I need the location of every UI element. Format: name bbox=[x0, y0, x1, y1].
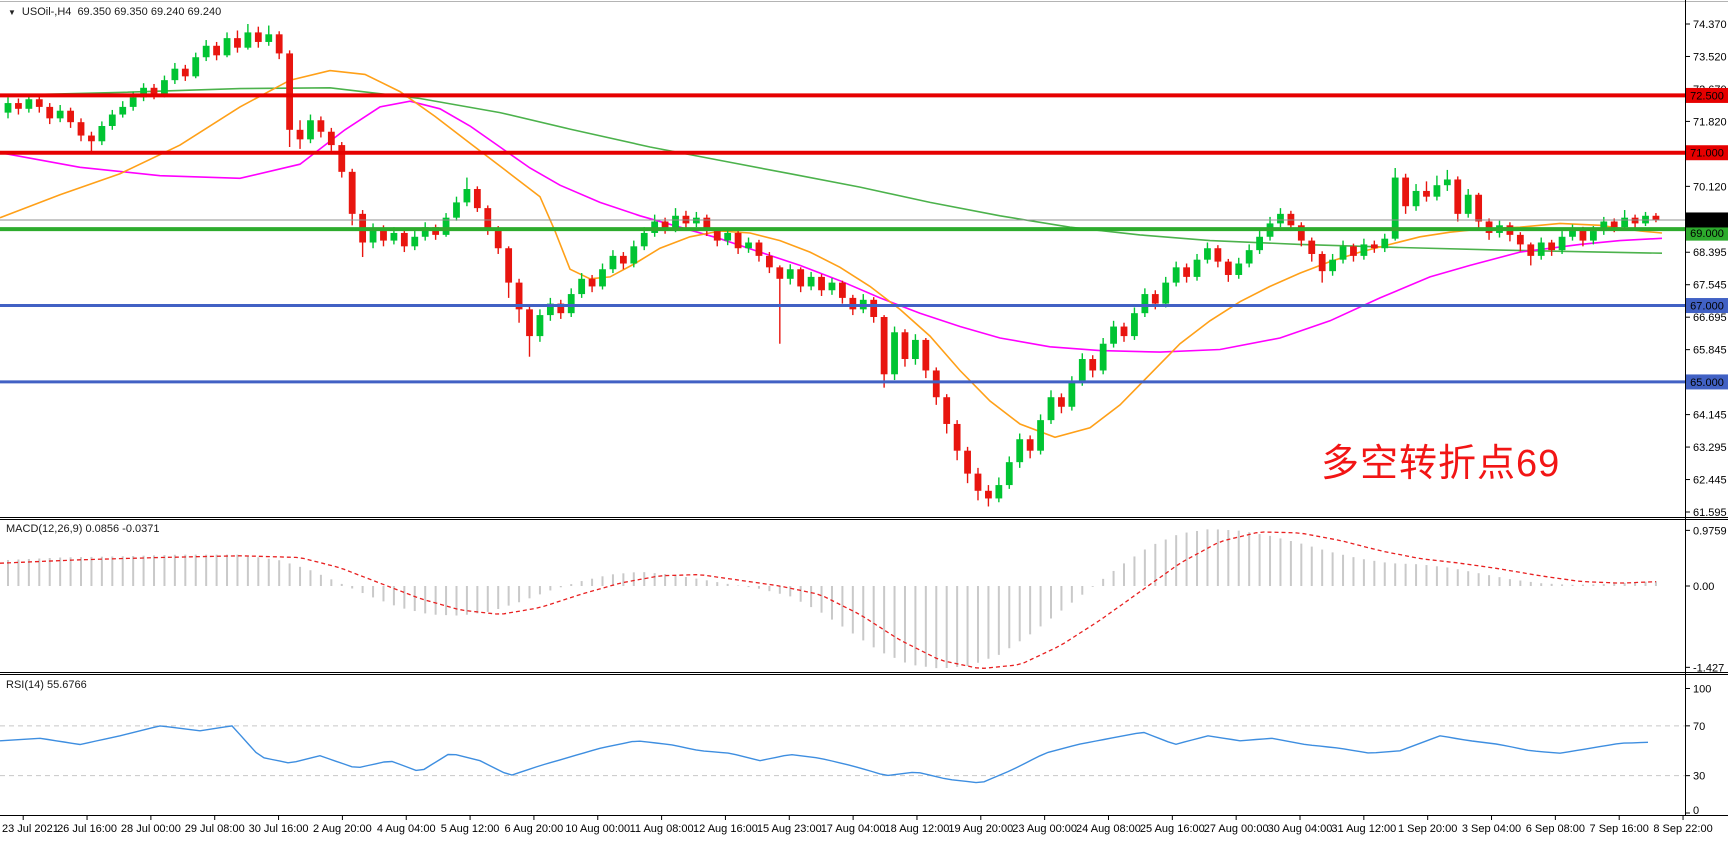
time-axis-label: 15 Aug 23:00 bbox=[757, 823, 822, 835]
time-axis-label: 30 Jul 16:00 bbox=[249, 823, 309, 835]
time-axis-label: 11 Aug 08:00 bbox=[630, 823, 694, 835]
symbol-info-bar: ▼ USOil-,H4 69.350 69.350 69.240 69.240 bbox=[8, 6, 221, 18]
ma-medium-magenta bbox=[0, 100, 1663, 353]
macd-indicator-label: MACD(12,26,9) 0.0856 -0.0371 bbox=[6, 523, 160, 535]
time-axis-label: 30 Aug 04:00 bbox=[1268, 823, 1333, 835]
ma-fast-orange bbox=[0, 69, 1663, 439]
time-axis-label: 27 Aug 00:00 bbox=[1204, 823, 1269, 835]
time-axis-label: 3 Sep 04:00 bbox=[1462, 823, 1521, 835]
time-axis-label: 7 Sep 16:00 bbox=[1590, 823, 1649, 835]
time-axis-label: 19 Aug 20:00 bbox=[948, 823, 1013, 835]
svg-text:71.000: 71.000 bbox=[1690, 148, 1724, 160]
time-axis-label: 28 Jul 00:00 bbox=[121, 823, 181, 835]
time-axis-label: 17 Aug 04:00 bbox=[821, 823, 886, 835]
symbol-ohlc-values: 69.350 69.350 69.240 69.240 bbox=[77, 6, 222, 18]
time-axis-label: 31 Aug 12:00 bbox=[1331, 823, 1396, 835]
chart-annotation-text[interactable]: 多空转折点69 bbox=[1321, 443, 1561, 485]
time-axis-label: 18 Aug 12:00 bbox=[885, 823, 950, 835]
time-axis-label: 8 Sep 22:00 bbox=[1653, 823, 1712, 835]
svg-text:64.145: 64.145 bbox=[1693, 410, 1727, 422]
svg-text:0.9759: 0.9759 bbox=[1693, 525, 1727, 537]
svg-text:67.545: 67.545 bbox=[1693, 280, 1727, 292]
rsi-indicator-label: RSI(14) 55.6766 bbox=[6, 679, 87, 691]
svg-text:71.820: 71.820 bbox=[1693, 116, 1727, 128]
svg-text:65.000: 65.000 bbox=[1690, 377, 1724, 389]
time-axis-label: 25 Aug 16:00 bbox=[1140, 823, 1205, 835]
svg-text:69.000: 69.000 bbox=[1690, 228, 1724, 240]
time-axis-label: 23 Aug 00:00 bbox=[1012, 823, 1077, 835]
time-axis-label: 6 Sep 08:00 bbox=[1526, 823, 1585, 835]
svg-text:69.240: 69.240 bbox=[1690, 215, 1724, 227]
svg-text:30: 30 bbox=[1693, 771, 1705, 783]
rsi-panel[interactable]: 100 70 30 0 bbox=[0, 684, 1711, 818]
current-price-line: 69.240 bbox=[0, 212, 1728, 228]
time-axis-label: 24 Aug 08:00 bbox=[1076, 823, 1141, 835]
time-axis-label: 26 Jul 16:00 bbox=[57, 823, 117, 835]
svg-text:68.395: 68.395 bbox=[1693, 247, 1727, 259]
svg-text:65.845: 65.845 bbox=[1693, 345, 1727, 357]
svg-text:63.295: 63.295 bbox=[1693, 442, 1727, 454]
time-axis-label: 5 Aug 12:00 bbox=[441, 823, 500, 835]
svg-text:72.500: 72.500 bbox=[1690, 90, 1724, 102]
time-axis-label: 29 Jul 08:00 bbox=[185, 823, 245, 835]
time-axis-label: 4 Aug 04:00 bbox=[377, 823, 436, 835]
svg-text:66.695: 66.695 bbox=[1693, 312, 1727, 324]
time-axis-label: 1 Sep 20:00 bbox=[1398, 823, 1457, 835]
svg-text:74.370: 74.370 bbox=[1693, 19, 1727, 31]
svg-text:-1.427: -1.427 bbox=[1693, 662, 1724, 674]
svg-text:67.000: 67.000 bbox=[1690, 301, 1724, 313]
svg-text:0: 0 bbox=[1693, 805, 1699, 817]
symbol-title: USOil-,H4 bbox=[21, 6, 72, 18]
svg-text:61.595: 61.595 bbox=[1693, 507, 1727, 519]
macd-panel[interactable]: 0.9759 0.00 -1.427 bbox=[0, 525, 1727, 674]
svg-text:100: 100 bbox=[1693, 684, 1711, 696]
time-axis-label: 23 Jul 2021 bbox=[2, 823, 59, 835]
svg-text:70: 70 bbox=[1693, 721, 1705, 733]
svg-text:0.00: 0.00 bbox=[1693, 581, 1714, 593]
time-axis-label: 10 Aug 00:00 bbox=[565, 823, 630, 835]
level-lines[interactable]: 72.500 71.000 69.000 67.000 65.000 bbox=[0, 87, 1728, 390]
svg-text:70.120: 70.120 bbox=[1693, 181, 1727, 193]
time-axis-label: 6 Aug 20:00 bbox=[505, 823, 564, 835]
time-axis-label: 12 Aug 16:00 bbox=[693, 823, 758, 835]
svg-text:62.445: 62.445 bbox=[1693, 475, 1727, 487]
time-axis-label: 2 Aug 20:00 bbox=[313, 823, 372, 835]
chevron-down-icon[interactable]: ▼ bbox=[8, 7, 16, 17]
panel-frame bbox=[0, 0, 1728, 816]
svg-text:73.520: 73.520 bbox=[1693, 51, 1727, 63]
